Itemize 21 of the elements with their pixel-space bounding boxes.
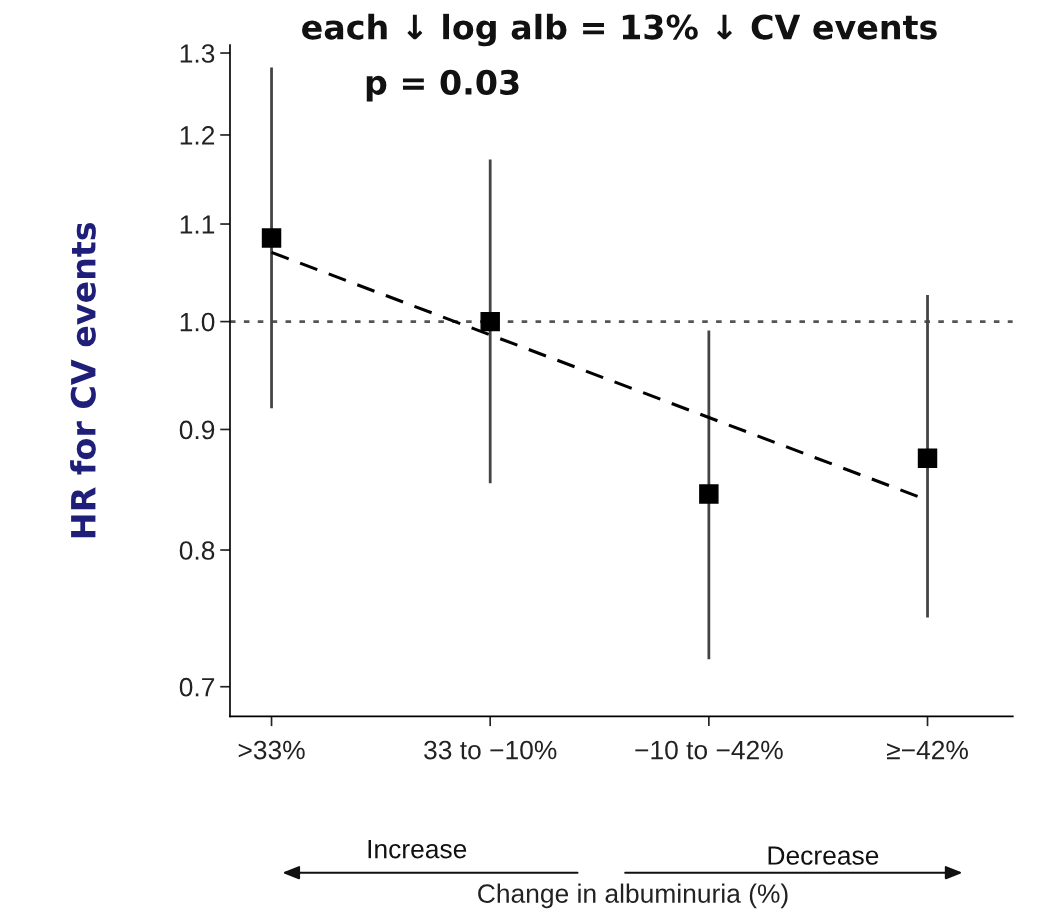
y-tick-label: 1.2: [180, 126, 215, 145]
annotation: p = 0.03: [366, 69, 519, 102]
x-tick-label: −10 to −42%: [635, 740, 783, 760]
y-tick-label: 1.0: [180, 312, 215, 332]
y-tick-label: 0.7: [179, 677, 215, 697]
text: Increase: [368, 839, 467, 859]
annotation: each ↓ log alb = 13% ↓ CV events: [302, 13, 937, 47]
point: [480, 311, 500, 332]
y-axis-title: HR for CV events: [70, 222, 96, 538]
x-tick-label: 33 to −10%: [424, 740, 557, 760]
point: [699, 484, 719, 504]
x-tick-label: ≥−42%: [887, 740, 968, 760]
point: [261, 228, 282, 248]
y-tick-label: 0.9: [179, 420, 215, 440]
y-tick-label: 0.8: [179, 541, 215, 560]
point: [917, 448, 938, 469]
y-tick-label: 1.1: [180, 215, 215, 234]
x-tick-label: >33%: [238, 740, 305, 760]
text: Decrease: [768, 846, 879, 865]
y-tick-label: 1.3: [180, 44, 215, 63]
x-axis-title: Change in albuminuria (%): [478, 883, 788, 909]
